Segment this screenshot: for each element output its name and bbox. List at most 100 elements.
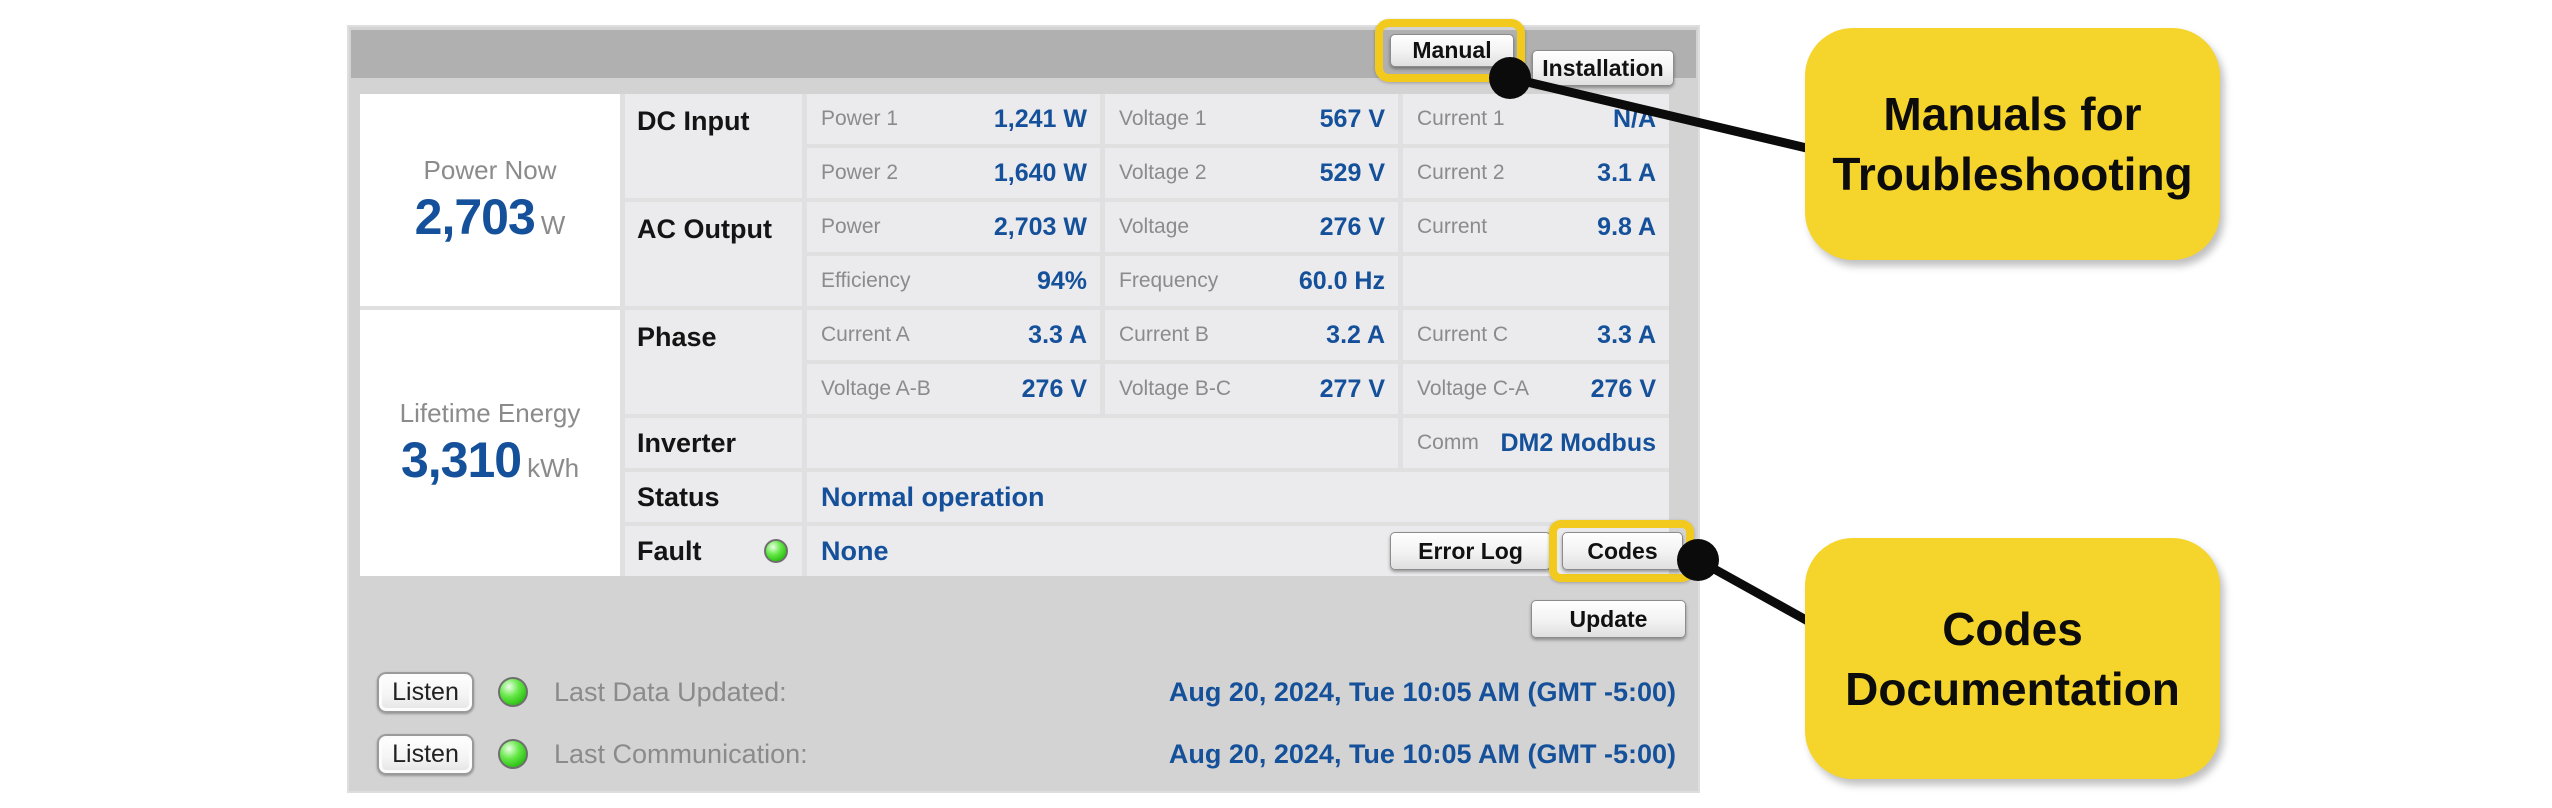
last-data-updated-row: Listen Last Data Updated: Aug 20, 2024, …: [349, 671, 1698, 713]
installation-button[interactable]: Installation: [1532, 50, 1674, 86]
status-led-icon: [498, 739, 528, 769]
group-header-status: Status: [625, 472, 802, 522]
fault-value: None: [821, 535, 889, 566]
error-log-button[interactable]: Error Log: [1390, 532, 1551, 570]
power-now-card: Power Now 2,703 W: [360, 94, 620, 306]
cell-label: Voltage: [1119, 215, 1190, 238]
table-cell: Current C 3.3 A: [1403, 310, 1669, 360]
callout-codes-documentation: Codes Documentation: [1805, 538, 2220, 779]
table-cell: Voltage B-C 277 V: [1105, 364, 1398, 414]
listen-button[interactable]: Listen: [377, 733, 474, 775]
connector-line-codes: [1693, 555, 1820, 630]
cell-value: 276 V: [1021, 374, 1087, 403]
cell-label: Efficiency: [821, 269, 911, 292]
cell-label: Current: [1417, 215, 1488, 238]
cell-value: 3.2 A: [1326, 320, 1385, 349]
table-cell: Voltage C-A 276 V: [1403, 364, 1669, 414]
callout-text-line: Manuals for: [1883, 88, 2142, 140]
cell-value: 3.3 A: [1028, 320, 1087, 349]
comm-cell: Comm DM2 Modbus: [1403, 418, 1669, 468]
cell-value: 9.8 A: [1597, 212, 1656, 241]
cell-label: Current 2: [1417, 161, 1505, 184]
power-now-unit: W: [540, 209, 566, 240]
table-cell: Voltage A-B 276 V: [807, 364, 1100, 414]
cell-value: 276 V: [1590, 374, 1656, 403]
cell-label: Voltage B-C: [1119, 377, 1232, 400]
status-led-icon: [498, 677, 528, 707]
last-communication-label: Last Communication:: [554, 738, 808, 769]
power-now-value: 2,703: [414, 188, 536, 245]
status-value: Normal operation: [821, 481, 1045, 512]
cell-value: 1,241 W: [993, 104, 1087, 133]
group-header-ac-output: AC Output: [625, 202, 802, 306]
status-cell: Normal operation: [807, 472, 1669, 522]
table-cell: Voltage 2 529 V: [1105, 148, 1398, 198]
empty-cell: [807, 418, 1398, 468]
comm-label: Comm: [1417, 431, 1479, 454]
table-cell: Current 9.8 A: [1403, 202, 1669, 252]
manual-button[interactable]: Manual: [1390, 34, 1514, 67]
cell-label: Current A: [821, 323, 910, 346]
listen-button[interactable]: Listen: [377, 671, 474, 713]
cell-value: N/A: [1612, 104, 1656, 133]
comm-value: DM2 Modbus: [1500, 428, 1656, 457]
table-cell: Current 1 N/A: [1403, 94, 1669, 144]
callout-text-line: Troubleshooting: [1832, 148, 2193, 200]
power-now-label: Power Now: [423, 154, 557, 185]
group-header-dc-input: DC Input: [625, 94, 802, 198]
codes-button[interactable]: Codes: [1562, 532, 1683, 570]
cell-value: 276 V: [1319, 212, 1385, 241]
cell-value: 567 V: [1319, 104, 1385, 133]
cell-label: Power 1: [821, 107, 899, 130]
table-cell: Current A 3.3 A: [807, 310, 1100, 360]
table-cell: Power 1 1,241 W: [807, 94, 1100, 144]
table-cell: Current 2 3.1 A: [1403, 148, 1669, 198]
fault-cell: None Error Log Codes: [807, 520, 1694, 582]
cell-label: Current 1: [1417, 107, 1505, 130]
cell-value: 1,640 W: [993, 158, 1087, 187]
cell-label: Power: [821, 215, 881, 238]
last-communication-row: Listen Last Communication: Aug 20, 2024,…: [349, 733, 1698, 775]
cell-label: Voltage 2: [1119, 161, 1207, 184]
cell-label: Current C: [1417, 323, 1509, 346]
cell-value: 529 V: [1319, 158, 1385, 187]
callout-text-line: Codes: [1942, 602, 2083, 655]
last-data-updated-label: Last Data Updated:: [554, 676, 787, 707]
cell-value: 3.3 A: [1597, 320, 1656, 349]
lifetime-energy-unit: kWh: [527, 452, 580, 483]
cell-value: 3.1 A: [1597, 158, 1656, 187]
last-communication-value: Aug 20, 2024, Tue 10:05 AM (GMT -5:00): [1168, 738, 1676, 769]
table-cell: Efficiency 94%: [807, 256, 1100, 306]
cell-label: Voltage A-B: [821, 377, 931, 400]
lifetime-energy-label: Lifetime Energy: [399, 397, 581, 428]
cell-value: 94%: [1036, 266, 1087, 295]
cell-value: 277 V: [1319, 374, 1385, 403]
fault-led-icon: [764, 539, 788, 563]
update-button[interactable]: Update: [1531, 600, 1686, 638]
empty-cell: [1403, 256, 1669, 306]
cell-label: Current B: [1119, 323, 1209, 346]
callout-text-line: Documentation: [1845, 662, 2180, 715]
table-cell: Power 2 1,640 W: [807, 148, 1100, 198]
cell-label: Frequency: [1119, 269, 1219, 292]
table-cell: Frequency 60.0 Hz: [1105, 256, 1398, 306]
callout-manuals-for-troubleshooting: Manuals for Troubleshooting: [1805, 28, 2220, 260]
group-header-inverter: Inverter: [625, 418, 802, 468]
lifetime-energy-value: 3,310: [400, 431, 522, 488]
cell-label: Voltage 1: [1119, 107, 1207, 130]
data-table: Power Now 2,703 W Lifetime Energy 3,310 …: [360, 94, 1694, 582]
inverter-monitor-panel: Manual Installation Power Now 2,703 W Li…: [347, 19, 1700, 793]
cell-value: 60.0 Hz: [1298, 266, 1385, 295]
power-now-value-row: 2,703 W: [415, 188, 566, 246]
cell-value: 2,703 W: [993, 212, 1087, 241]
last-data-updated-value: Aug 20, 2024, Tue 10:05 AM (GMT -5:00): [1168, 676, 1676, 707]
table-cell: Power 2,703 W: [807, 202, 1100, 252]
cell-label: Voltage C-A: [1417, 377, 1530, 400]
table-cell: Voltage 1 567 V: [1105, 94, 1398, 144]
lifetime-energy-card: Lifetime Energy 3,310 kWh: [360, 310, 620, 576]
lifetime-energy-value-row: 3,310 kWh: [401, 431, 579, 489]
table-cell: Voltage 276 V: [1105, 202, 1398, 252]
fault-label: Fault: [637, 535, 702, 566]
group-header-fault: Fault: [625, 526, 802, 576]
